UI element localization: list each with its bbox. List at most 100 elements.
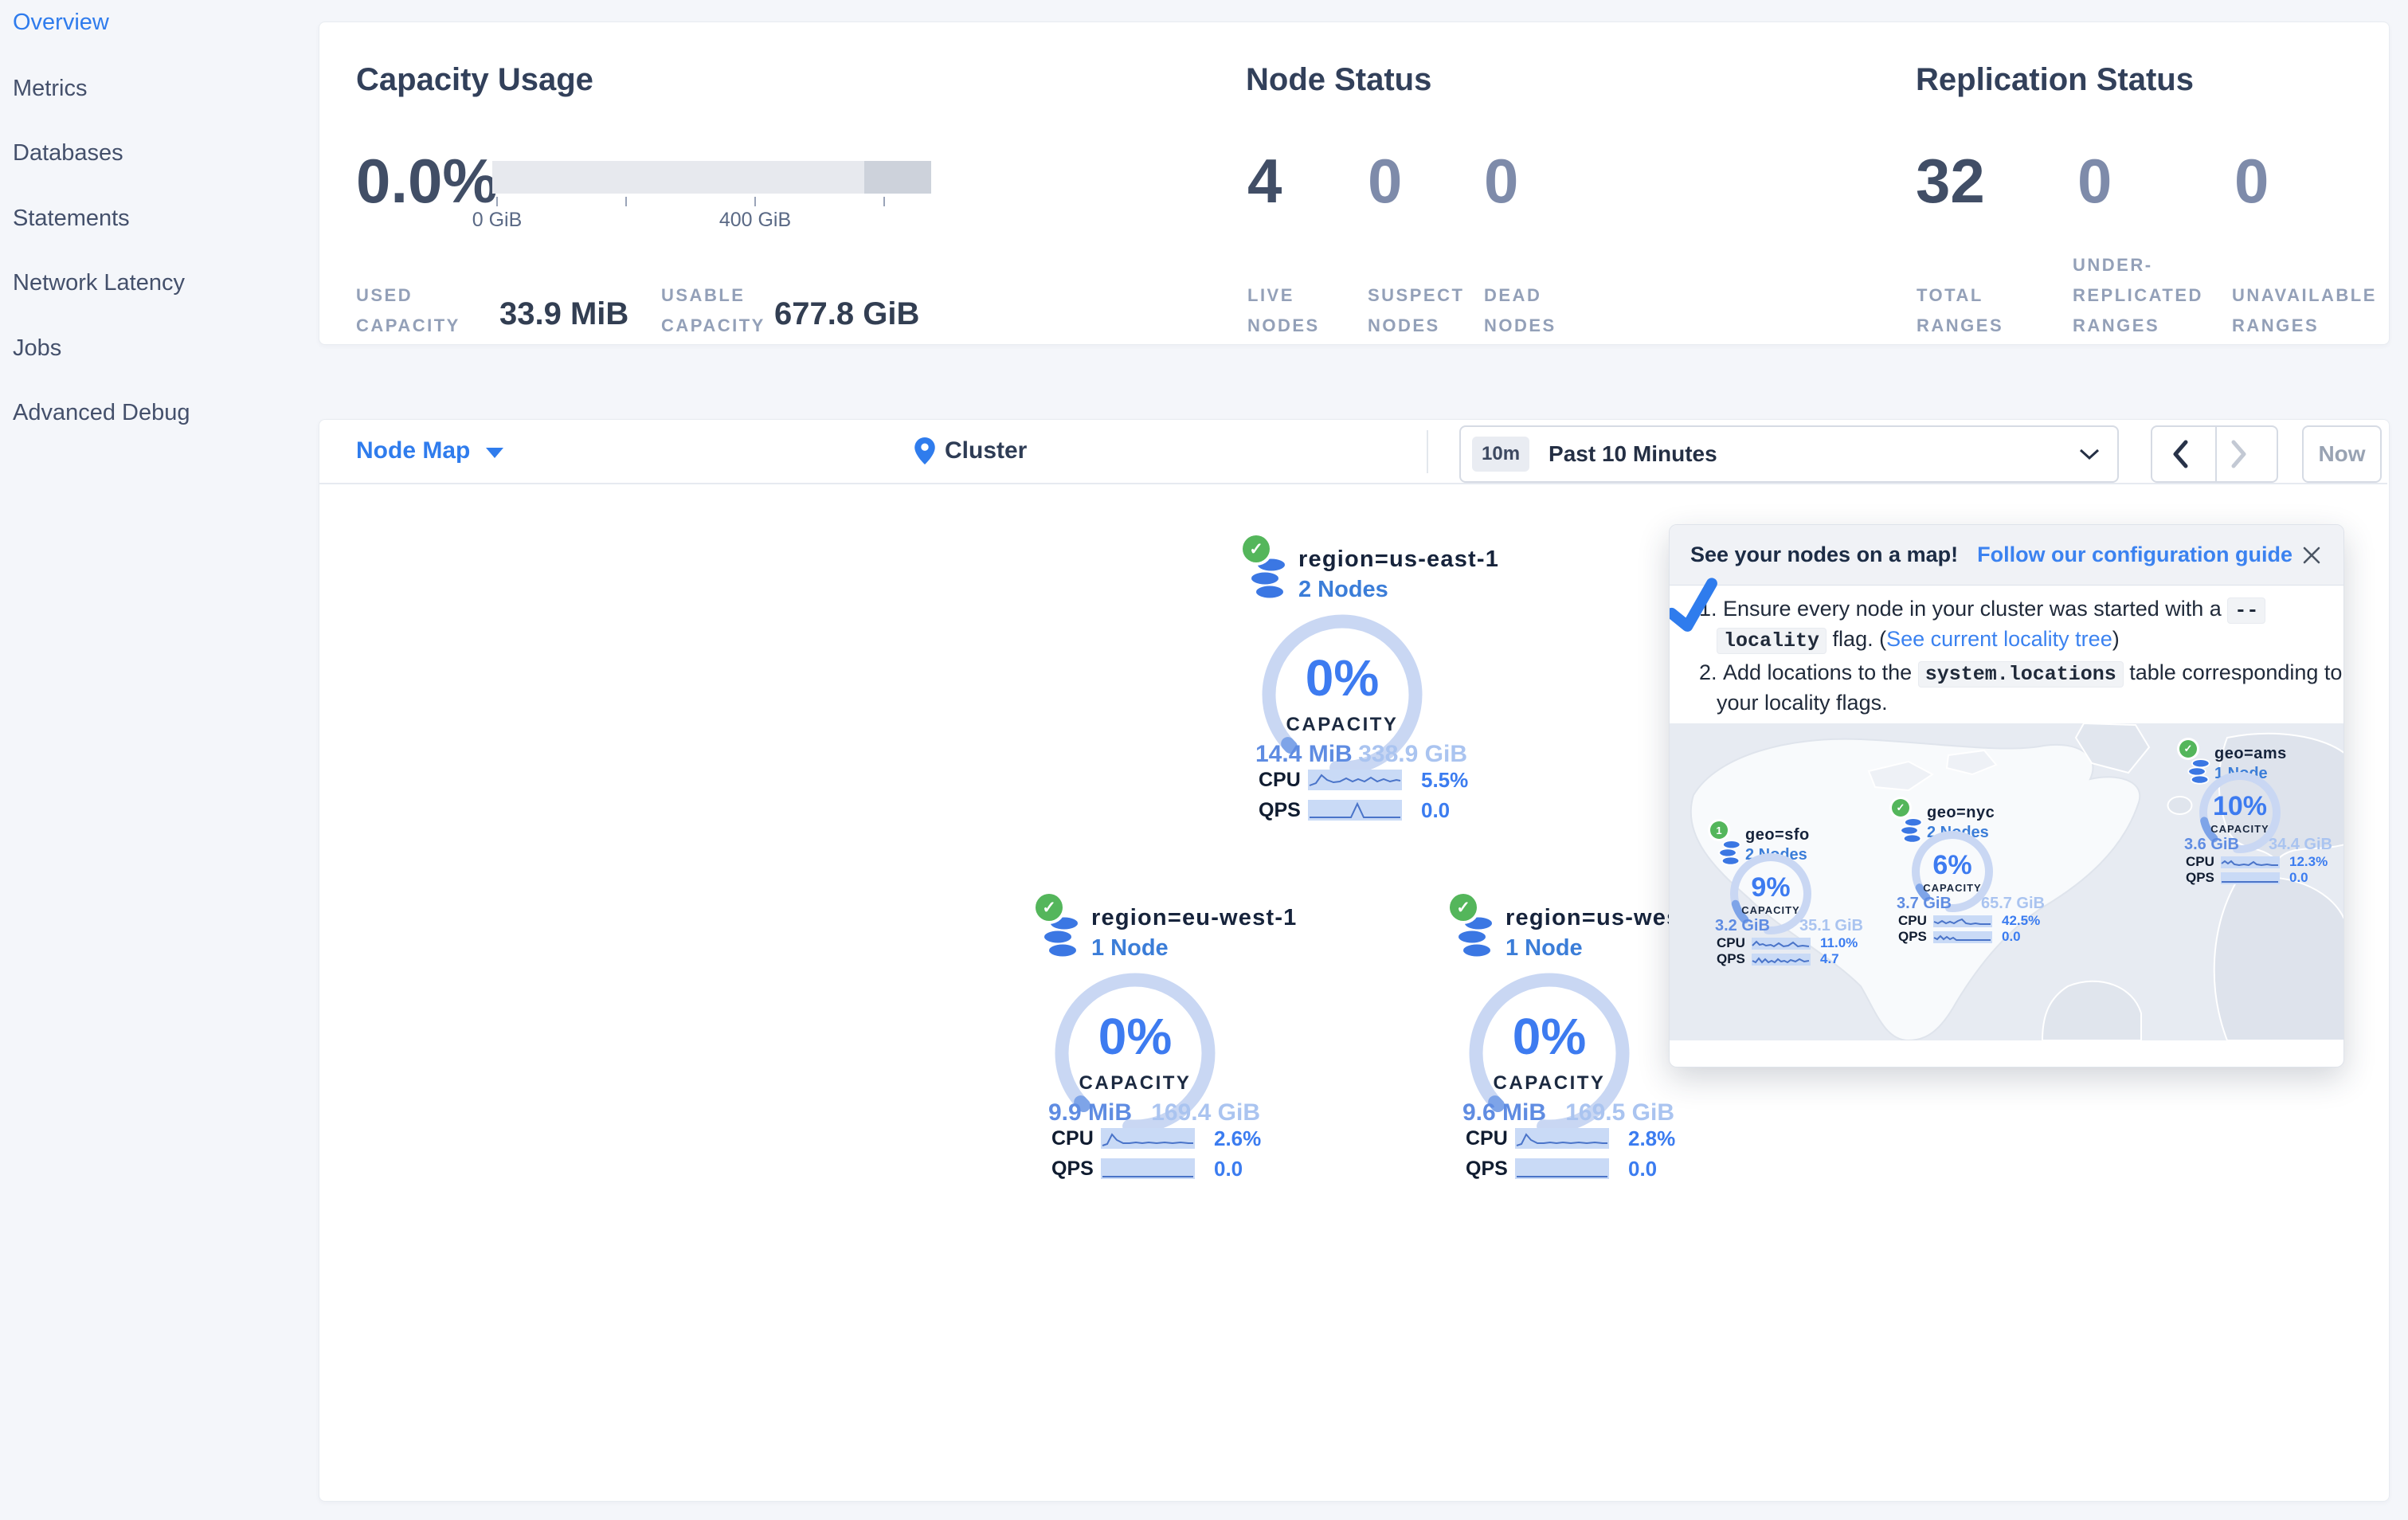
qps-value: 0.0 <box>1214 1156 1243 1181</box>
qps-sparkline <box>2221 872 2280 884</box>
step-text: flag. ( <box>1832 627 1887 651</box>
step-text: table corresponding to <box>2129 660 2343 684</box>
under-replicated-count: 0 <box>2077 146 2112 216</box>
region-total-capacity: 169.5 GiB <box>1565 1099 1674 1126</box>
check-glyph: ✓ <box>1456 898 1470 917</box>
capacity-label: CAPACITY <box>2210 823 2269 835</box>
region-nodes-link[interactable]: 2 Nodes <box>1298 577 1388 602</box>
cpu-label: CPU <box>1051 1126 1094 1150</box>
total-ranges-label: TOTAL RANGES <box>1917 285 2004 335</box>
chevron-right-icon[interactable] <box>2230 440 2248 468</box>
check-glyph: ✓ <box>1042 898 1056 917</box>
region-nodes-link[interactable]: 1 Node <box>1505 935 1583 961</box>
gauge-tick <box>883 197 885 206</box>
cpu-label: CPU <box>1898 913 1927 928</box>
continent-south-america <box>2041 980 2142 1040</box>
view-selector-label: Node Map <box>356 437 471 464</box>
cpu-value: 42.5% <box>2002 913 2041 928</box>
region-capacity-percent: 0% <box>1512 1008 1587 1065</box>
code-locality-flag: -- <box>2227 597 2266 624</box>
qps-sparkline <box>1752 953 1811 966</box>
check-glyph: ✓ <box>1896 801 1905 813</box>
mini-used-capacity: 3.2 GiB <box>1715 917 1770 934</box>
qps-row: QPS 0.0 <box>2186 870 2308 885</box>
sidebar-item-advanced-debug[interactable]: Advanced Debug <box>13 400 190 425</box>
capacity-label: CAPACITY <box>1741 904 1800 916</box>
capacity-gauge-segment <box>864 161 931 194</box>
region-block-us-east-1[interactable]: ✓ region=us-east-1 2 Nodes 0% CAPACITY 1… <box>1243 535 1498 832</box>
mini-total-capacity: 35.1 GiB <box>1799 917 1863 934</box>
qps-sparkline <box>1101 1158 1195 1179</box>
region-block-us-west-1[interactable]: ✓ region=us-west-1 1 Node 0% CAPACITY 9.… <box>1450 894 1710 1190</box>
locality-stack-icon <box>1457 915 1494 958</box>
locality-tree-link[interactable]: See current locality tree <box>1886 627 2112 651</box>
region-used-capacity: 14.4 MiB <box>1255 741 1353 767</box>
live-nodes-count: 4 <box>1247 146 1282 216</box>
chevron-down-icon <box>486 447 504 458</box>
cpu-sparkline <box>1101 1128 1195 1149</box>
qps-row: QPS 0.0 <box>1259 798 1450 822</box>
cpu-label: CPU <box>2186 854 2214 869</box>
region-block-eu-west-1[interactable]: ✓ region=eu-west-1 1 Node 0% CAPACITY 9.… <box>1036 894 1296 1190</box>
suspect-nodes-count: 0 <box>1368 146 1403 216</box>
error-badge-icon: 1 <box>1710 821 1728 839</box>
chevron-left-icon[interactable] <box>2171 440 2189 468</box>
qps-label: QPS <box>1898 929 1927 944</box>
region-total-capacity: 338.9 GiB <box>1358 741 1467 767</box>
close-icon[interactable] <box>2300 544 2323 566</box>
breadcrumb[interactable]: Cluster <box>914 419 1027 483</box>
gauge-tick-label-0: 0 GiB <box>472 209 523 231</box>
gauge-tick-label-400: 400 GiB <box>718 209 792 231</box>
cpu-label: CPU <box>1466 1126 1508 1150</box>
now-button[interactable]: Now <box>2302 425 2382 483</box>
mini-region-geo-nyc: ✓ geo=nyc 2 Nodes 6% CAPACITY 3.7 GiB 65… <box>1892 799 2051 944</box>
sidebar-item-databases[interactable]: Databases <box>13 140 123 166</box>
qps-sparkline <box>1933 930 1992 943</box>
region-title: region=eu-west-1 <box>1091 905 1298 930</box>
healthy-check-icon: ✓ <box>1450 894 1477 921</box>
cpu-label: CPU <box>1717 935 1745 950</box>
locality-stack-icon <box>2187 758 2210 785</box>
step-text: your locality flags. <box>1717 691 1888 715</box>
used-capacity-value: 33.9 MiB <box>499 296 629 331</box>
locality-stack-icon <box>1043 915 1079 958</box>
mini-capacity-percent: 9% <box>1751 872 1791 903</box>
capacity-label: CAPACITY <box>1079 1072 1192 1094</box>
total-ranges-count: 32 <box>1916 146 1985 216</box>
popover-title: See your nodes on a map! <box>1690 543 1959 566</box>
region-nodes-link[interactable]: 1 Node <box>1091 935 1169 961</box>
region-capacity-percent: 0% <box>1305 649 1380 707</box>
mini-region-geo-sfo: 1 geo=sfo 2 Nodes 9% CAPACITY 3.2 GiB 35… <box>1710 821 1870 966</box>
toolbar-divider <box>319 483 2387 484</box>
region-total-capacity: 169.4 GiB <box>1151 1099 1260 1126</box>
capacity-arc-gauge <box>1055 973 1216 1134</box>
region-capacity-percent: 0% <box>1098 1008 1173 1065</box>
sidebar-item-jobs[interactable]: Jobs <box>13 335 62 361</box>
cpu-value: 11.0% <box>1820 935 1858 950</box>
qps-label: QPS <box>1466 1157 1508 1180</box>
cpu-sparkline <box>1308 770 1402 790</box>
healthy-check-icon: ✓ <box>1036 894 1063 921</box>
qps-sparkline <box>1515 1158 1609 1179</box>
gauge-tick <box>625 197 627 206</box>
configuration-guide-link[interactable]: Follow our configuration guide <box>1977 543 2293 566</box>
qps-sparkline <box>1308 800 1402 821</box>
sidebar-item-overview[interactable]: Overview <box>13 10 109 35</box>
chevron-down-icon <box>2079 449 2100 460</box>
qps-value: 0.0 <box>1628 1156 1658 1181</box>
mini-region-title: geo=ams <box>2214 745 2287 762</box>
mini-used-capacity: 3.6 GiB <box>2184 836 2239 853</box>
locality-stack-icon <box>1900 817 1923 844</box>
time-range-select[interactable]: 10m Past 10 Minutes <box>1459 425 2119 483</box>
qps-row: QPS 0.0 <box>1466 1157 1657 1181</box>
view-selector-dropdown[interactable]: Node Map <box>356 419 504 483</box>
error-count: 1 <box>1716 824 1722 836</box>
sidebar-item-network-latency[interactable]: Network Latency <box>13 270 185 296</box>
island-uk <box>2167 796 2193 815</box>
cpu-sparkline <box>2221 856 2280 868</box>
sidebar-item-statements[interactable]: Statements <box>13 206 130 231</box>
sidebar-item-metrics[interactable]: Metrics <box>13 76 88 101</box>
locality-stack-icon <box>1718 840 1741 866</box>
step-2-line-2: your locality flags. <box>1717 691 1888 715</box>
cpu-value: 12.3% <box>2289 854 2328 869</box>
